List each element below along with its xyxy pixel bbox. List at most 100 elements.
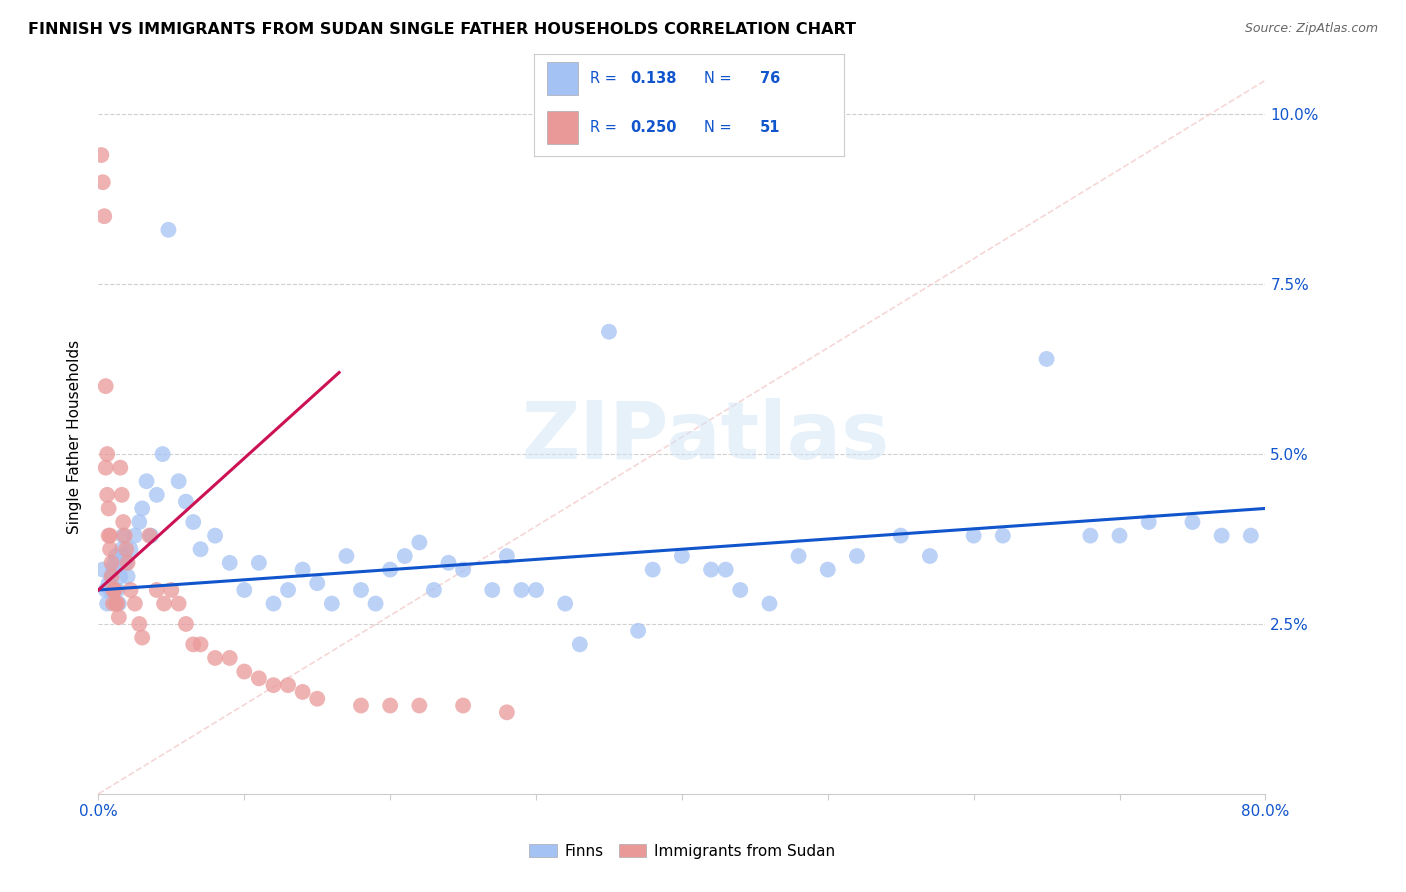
Finns [115,556,138,570]
Finns [167,475,190,489]
Text: 76: 76 [761,70,780,86]
Finns [758,597,780,611]
Text: 0.250: 0.250 [630,120,676,135]
Immigrants from Sudan [101,582,124,597]
Finns [124,528,146,542]
Finns [1035,351,1057,366]
Immigrants from Sudan [98,528,121,542]
Finns [700,563,723,577]
Finns [335,549,357,563]
Legend: Finns, Immigrants from Sudan: Finns, Immigrants from Sudan [523,838,841,864]
Finns [1137,515,1160,529]
Immigrants from Sudan [350,698,373,713]
Immigrants from Sudan [291,685,314,699]
Finns [890,528,912,542]
Finns [204,528,226,542]
Immigrants from Sudan [111,488,134,502]
Immigrants from Sudan [167,597,190,611]
Finns [291,563,314,577]
Finns [181,515,204,529]
Immigrants from Sudan [97,528,120,542]
Finns [97,576,120,591]
Finns [627,624,650,638]
Immigrants from Sudan [451,698,474,713]
Finns [321,597,343,611]
Immigrants from Sudan [100,569,122,583]
Text: 0.138: 0.138 [630,70,676,86]
Immigrants from Sudan [91,175,114,189]
Finns [394,549,416,563]
Finns [962,528,984,542]
Bar [547,111,578,144]
Finns [218,556,240,570]
Finns [307,576,329,591]
Immigrants from Sudan [103,582,125,597]
Finns [247,556,270,570]
Finns [131,501,153,516]
Immigrants from Sudan [307,691,329,706]
Immigrants from Sudan [496,706,519,720]
Immigrants from Sudan [160,582,183,597]
Immigrants from Sudan [124,597,146,611]
Bar [547,62,578,95]
Finns [991,528,1014,542]
Finns [451,563,474,577]
Finns [408,535,430,549]
Immigrants from Sudan [277,678,299,692]
Finns [481,582,503,597]
Finns [437,556,460,570]
Immigrants from Sudan [94,460,117,475]
Finns [190,542,212,557]
Text: ZIPatlas: ZIPatlas [522,398,890,476]
Immigrants from Sudan [128,617,150,632]
Finns [91,563,114,577]
Finns [730,582,752,597]
Immigrants from Sudan [104,597,127,611]
Finns [524,582,547,597]
Finns [787,549,810,563]
Finns [496,549,519,563]
Finns [277,582,299,597]
Finns [100,569,122,583]
Text: 51: 51 [761,120,780,135]
Finns [104,549,127,563]
Immigrants from Sudan [408,698,430,713]
Finns [846,549,869,563]
Immigrants from Sudan [131,631,153,645]
Immigrants from Sudan [247,671,270,685]
Finns [101,563,124,577]
Immigrants from Sudan [105,597,128,611]
Text: N =: N = [704,120,733,135]
Immigrants from Sudan [262,678,284,692]
Finns [103,556,125,570]
Finns [423,582,446,597]
Finns [364,597,387,611]
Immigrants from Sudan [96,447,118,461]
Finns [139,528,162,542]
Finns [671,549,693,563]
Text: FINNISH VS IMMIGRANTS FROM SUDAN SINGLE FATHER HOUSEHOLDS CORRELATION CHART: FINNISH VS IMMIGRANTS FROM SUDAN SINGLE … [28,22,856,37]
Immigrants from Sudan [110,460,132,475]
Finns [918,549,941,563]
Immigrants from Sudan [112,515,135,529]
Immigrants from Sudan [181,637,204,651]
Immigrants from Sudan [190,637,212,651]
Finns [111,542,134,557]
Immigrants from Sudan [98,542,121,557]
Immigrants from Sudan [174,617,197,632]
Immigrants from Sudan [115,542,138,557]
Immigrants from Sudan [93,209,115,223]
Finns [98,582,121,597]
Immigrants from Sudan [97,501,120,516]
Finns [174,494,197,508]
Text: N =: N = [704,70,733,86]
Immigrants from Sudan [103,582,125,597]
Immigrants from Sudan [100,556,122,570]
Immigrants from Sudan [120,582,142,597]
Finns [114,549,136,563]
Finns [554,597,576,611]
Immigrants from Sudan [101,597,124,611]
Finns [641,563,664,577]
Finns [568,637,591,651]
Finns [1080,528,1102,542]
